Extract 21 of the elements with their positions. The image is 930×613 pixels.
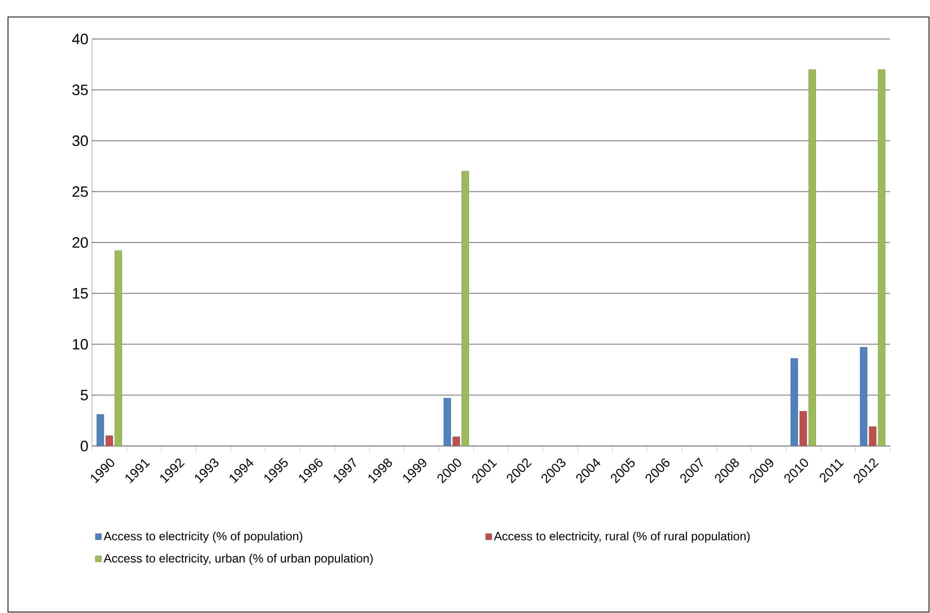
bar: [800, 411, 807, 446]
y-tick-label: 30: [72, 135, 88, 146]
y-tick-label: 5: [80, 390, 88, 400]
bar: [96, 414, 104, 446]
legend-label: Access to electricity, rural (% of rural population): [494, 532, 750, 543]
legend-label: Access to electricity (% of population): [104, 532, 302, 543]
bar: [462, 171, 470, 446]
y-tick-label: 25: [72, 186, 88, 197]
y-tick-label: 35: [72, 84, 88, 96]
bar: [878, 69, 886, 446]
legend-label: Access to electricity, urban (% of urban population): [104, 554, 373, 565]
bar: [444, 398, 452, 446]
y-tick-label: 20: [72, 237, 88, 248]
y-tick-label: 15: [72, 288, 88, 299]
bar: [790, 358, 798, 446]
bar: [808, 69, 816, 446]
y-tick-label: 40: [72, 34, 88, 44]
bar: [114, 250, 122, 446]
bar: [860, 347, 868, 446]
y-tick-label: 10: [72, 338, 88, 350]
y-tick-label: 0: [80, 440, 88, 452]
